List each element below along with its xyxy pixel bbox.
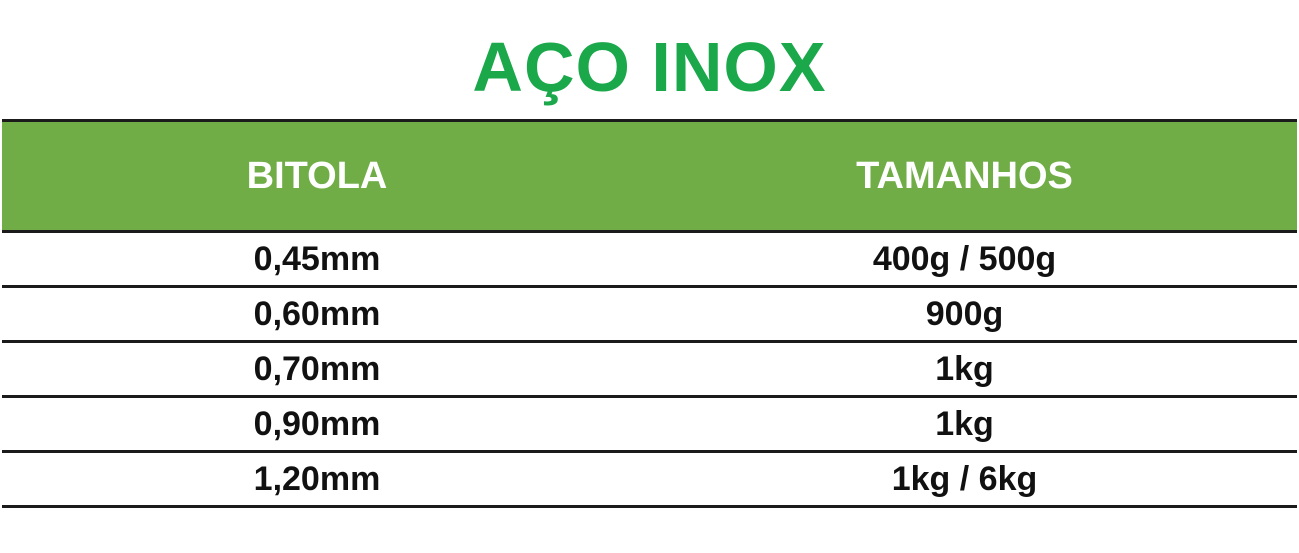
cell-tamanhos: 400g / 500g xyxy=(872,239,1057,278)
column-header-tamanhos: TAMANHOS xyxy=(856,154,1073,197)
cell-bitola: 0,45mm xyxy=(253,239,381,278)
cell-bitola: 0,90mm xyxy=(253,404,381,443)
table-row: 0,45mm 400g / 500g xyxy=(2,233,1297,288)
table-row: 0,70mm 1kg xyxy=(2,343,1297,398)
cell-tamanhos: 900g xyxy=(925,294,1004,333)
table-header: BITOLA TAMANHOS xyxy=(2,119,1297,233)
cell-bitola: 0,60mm xyxy=(253,294,381,333)
column-header-bitola: BITOLA xyxy=(246,154,388,197)
table-row: 1,20mm 1kg / 6kg xyxy=(2,453,1297,508)
specs-table: BITOLA TAMANHOS 0,45mm 400g / 500g 0,60m… xyxy=(2,119,1297,508)
cell-tamanhos: 1kg xyxy=(935,404,994,443)
table-row: 0,60mm 900g xyxy=(2,288,1297,343)
page-title: AÇO INOX xyxy=(472,28,827,106)
cell-bitola: 1,20mm xyxy=(253,459,381,498)
cell-tamanhos: 1kg xyxy=(935,349,994,388)
cell-tamanhos: 1kg / 6kg xyxy=(891,459,1038,498)
cell-bitola: 0,70mm xyxy=(253,349,381,388)
table-row: 0,90mm 1kg xyxy=(2,398,1297,453)
